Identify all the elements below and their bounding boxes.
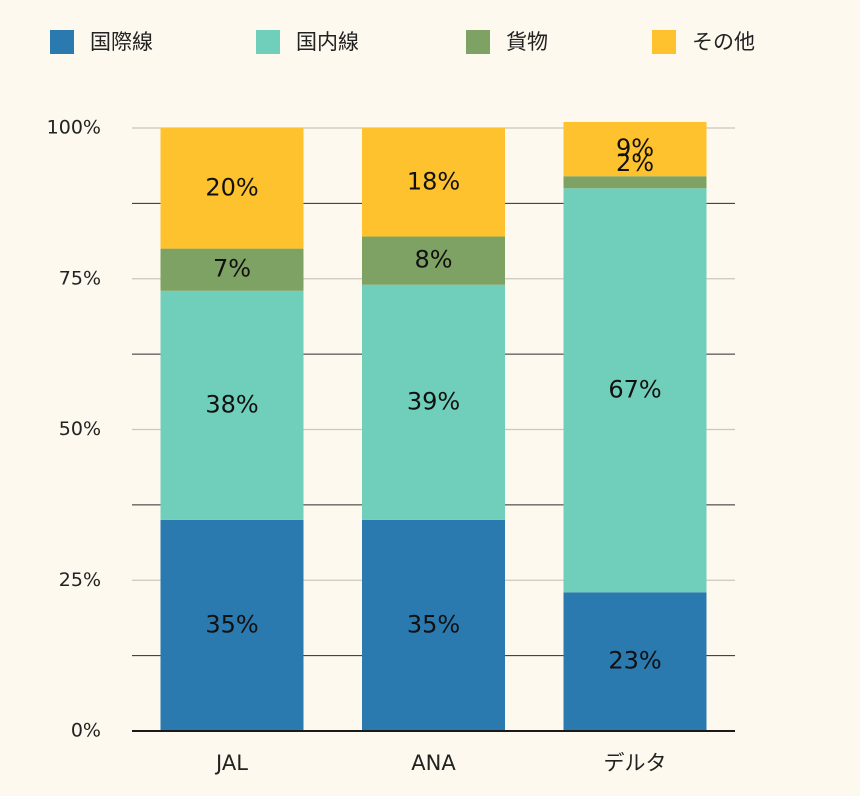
legend-label: その他 bbox=[692, 30, 755, 54]
bar-segment bbox=[160, 290, 304, 520]
data-label: 39% bbox=[407, 387, 460, 415]
data-label: 9% bbox=[616, 134, 654, 162]
bar-segment bbox=[160, 519, 304, 731]
y-tick-label: 0% bbox=[71, 720, 101, 742]
bar-segment bbox=[563, 121, 707, 177]
data-label: 8% bbox=[414, 246, 452, 274]
legend-label: 国際線 bbox=[90, 30, 153, 54]
data-label: 18% bbox=[407, 167, 460, 195]
x-tick-label: デルタ bbox=[604, 751, 667, 775]
bar-segment bbox=[563, 176, 707, 189]
data-label: 67% bbox=[608, 375, 661, 403]
bar-segment bbox=[563, 592, 707, 731]
bar-segment bbox=[160, 128, 304, 249]
y-tick-label: 50% bbox=[59, 418, 101, 440]
y-tick-label: 25% bbox=[59, 569, 101, 591]
legend-label: 国内線 bbox=[296, 30, 359, 54]
bar-segment bbox=[362, 519, 505, 731]
bar-segment bbox=[362, 128, 505, 237]
legend-swatch bbox=[652, 30, 676, 54]
bar-segment bbox=[362, 236, 505, 285]
legend-label: 貨物 bbox=[506, 30, 548, 54]
data-label: 7% bbox=[213, 255, 251, 283]
legend-swatch bbox=[466, 30, 490, 54]
data-label: 20% bbox=[205, 173, 258, 201]
x-tick-label: JAL bbox=[214, 751, 248, 775]
legend-swatch bbox=[50, 30, 74, 54]
y-tick-label: 75% bbox=[59, 267, 101, 289]
data-label: 23% bbox=[608, 647, 661, 675]
y-tick-label: 100% bbox=[47, 117, 101, 139]
legend-swatch bbox=[256, 30, 280, 54]
bar-segment bbox=[563, 188, 707, 593]
bar-segment bbox=[362, 284, 505, 520]
bar-segment bbox=[160, 248, 304, 291]
data-label: 2% bbox=[616, 149, 654, 177]
data-label: 35% bbox=[407, 610, 460, 638]
data-label: 38% bbox=[205, 390, 258, 418]
x-tick-label: ANA bbox=[411, 751, 456, 775]
data-label: 35% bbox=[205, 610, 258, 638]
